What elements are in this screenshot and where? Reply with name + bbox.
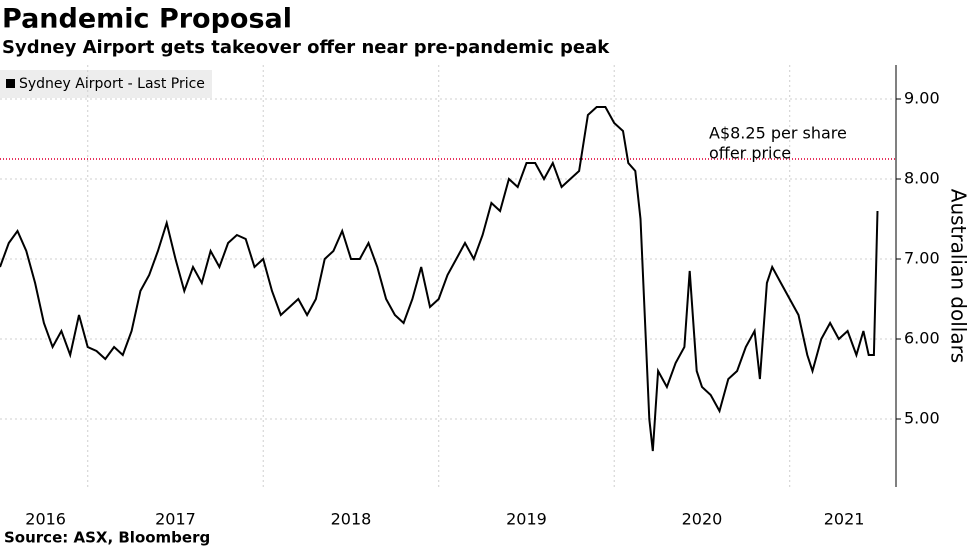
- source: Source: ASX, Bloomberg: [4, 529, 210, 547]
- reference-label: offer price: [709, 144, 791, 163]
- y-tick-label: 6.00: [904, 329, 940, 348]
- legend-box: [0, 70, 212, 98]
- chart-title: Pandemic Proposal: [2, 4, 292, 35]
- legend-label: Sydney Airport - Last Price: [19, 76, 205, 92]
- y-tick-label: 9.00: [904, 89, 940, 108]
- x-tick-label: 2016: [25, 510, 66, 529]
- chart-subtitle: Sydney Airport gets takeover offer near …: [2, 37, 610, 58]
- x-tick-label: 2021: [824, 510, 865, 529]
- x-tick-label: 2017: [155, 510, 196, 529]
- reference-label: A$8.25 per share: [709, 124, 847, 143]
- x-tick-label: 2018: [331, 510, 372, 529]
- y-tick-label: 7.00: [904, 249, 940, 268]
- y-tick-label: 5.00: [904, 409, 940, 428]
- legend-swatch: [6, 79, 15, 88]
- price-line: [0, 106, 879, 452]
- y-axis-label: Australian dollars: [947, 189, 971, 363]
- y-tick-label: 8.00: [904, 169, 940, 188]
- x-tick-label: 2020: [682, 510, 723, 529]
- x-tick-label: 2019: [506, 510, 547, 529]
